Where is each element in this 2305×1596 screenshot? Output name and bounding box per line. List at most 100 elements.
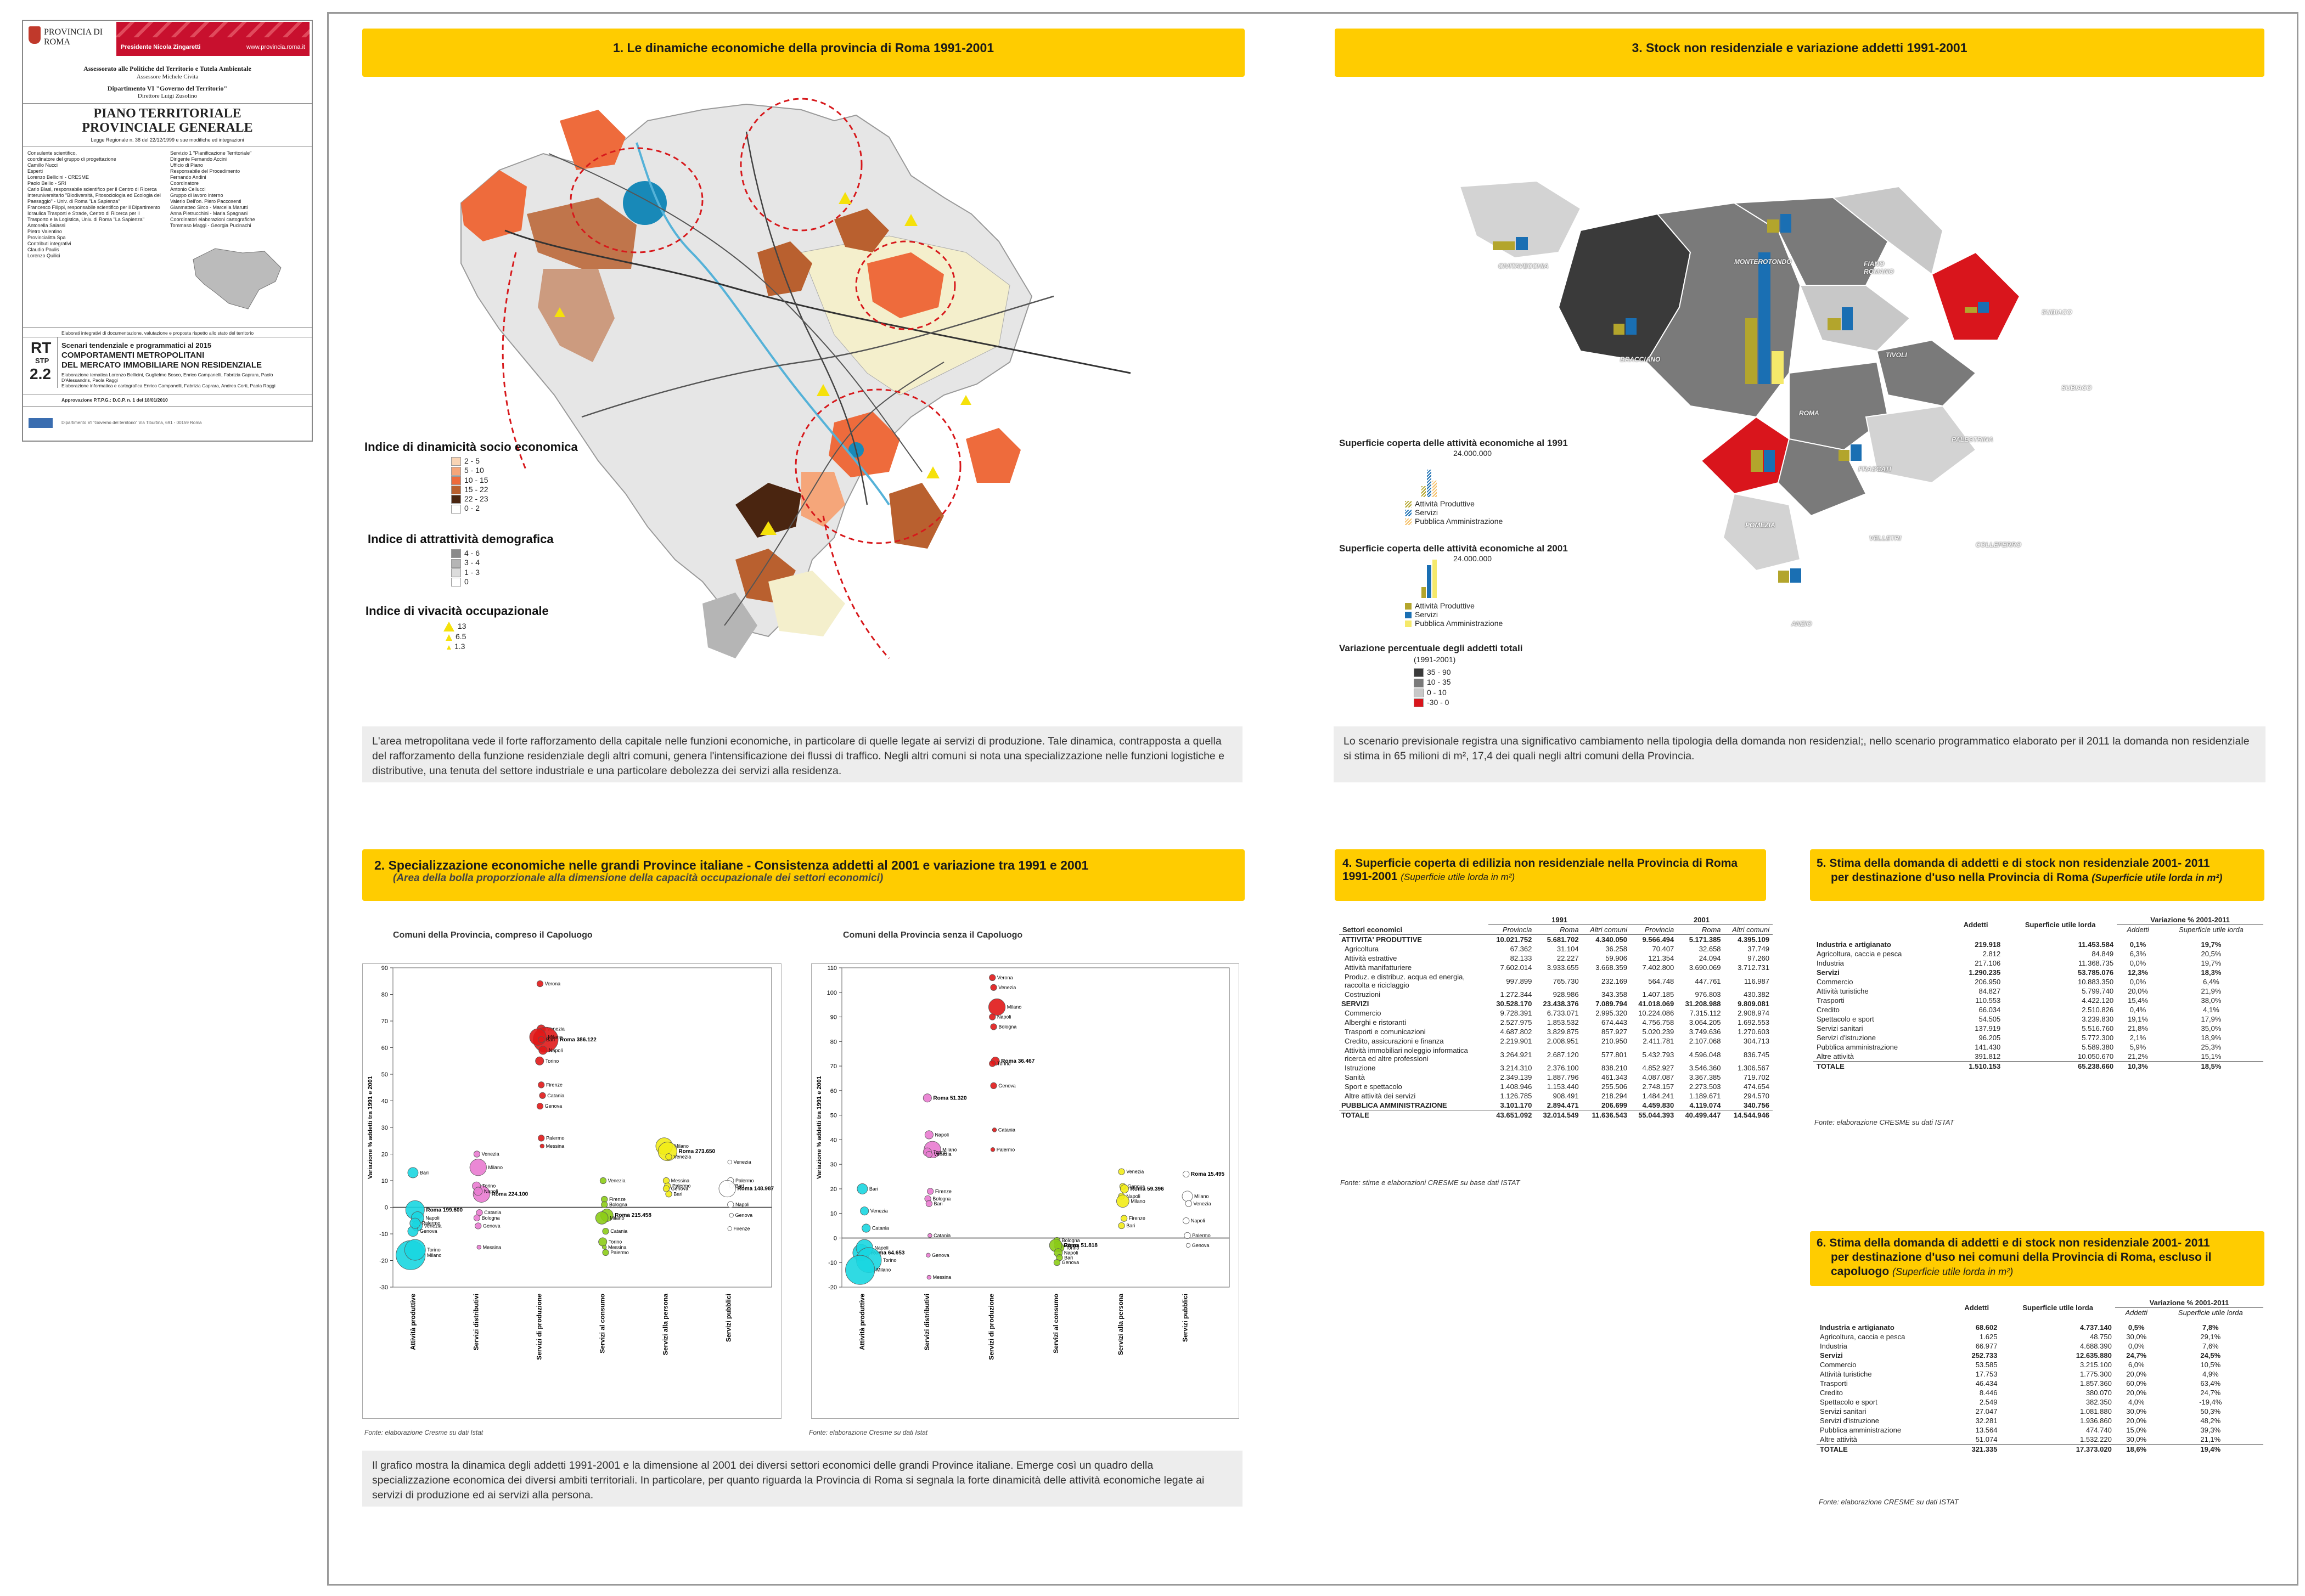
table-cell: 219.918 [1975, 940, 2001, 949]
y-axis-label: Variazione % addetti tra 1991 e 2001 [367, 1076, 374, 1179]
header-cell: Provincia [1631, 924, 1678, 935]
table-row: Spettacolo e sport 2.549 382.350 4,0% -19,4% [1817, 1397, 2263, 1407]
header-cell: Addetti [1964, 1304, 1989, 1312]
credit-line: Gianmatteo Sirco - Marcella Marutti [170, 205, 248, 210]
legend-swatch [1405, 603, 1412, 610]
bubble [727, 1159, 732, 1165]
y-tick-label: 60 [830, 1088, 837, 1095]
legend-label: 10 - 15 [464, 475, 488, 484]
bubble-label: Roma 273.650 [678, 1149, 715, 1155]
header-cell: Roma [1535, 924, 1582, 935]
header-cell: Altri comuni [1724, 924, 1773, 935]
bubble [601, 1201, 608, 1208]
bubble-chart-without-capital: -20 -10 0 10 20 30 40 50 60 70 80 90 100 110 Variazion… [811, 963, 1239, 1419]
main-frame [327, 12, 2298, 1586]
bubble-label: Torino [1066, 1245, 1080, 1250]
legend-swatch [451, 476, 461, 485]
table-cell: 2,1% [2129, 1034, 2146, 1042]
bubble-label: Roma 224.100 [492, 1191, 529, 1197]
table-row: Sanità 2.349.139 1.887.796 461.343 4.087.087… [1339, 1073, 1773, 1082]
province-logo [29, 26, 41, 44]
table-cell: 2.995.320 [1595, 1009, 1628, 1017]
bubble [857, 1183, 868, 1194]
table-cell: 2.219.901 [1500, 1037, 1532, 1045]
table-cell: 38,0% [2201, 996, 2222, 1005]
table-cell: 4.422.120 [2082, 996, 2114, 1005]
bubble [927, 1233, 932, 1238]
y-tick-label: 90 [381, 965, 388, 972]
y-tick-label: 50 [381, 1071, 388, 1078]
table-row: Attività manifatturiere 7.602.014 3.933.65… [1339, 963, 1773, 972]
table-cell: 30,0% [2126, 1333, 2147, 1341]
legend-label: Attività Produttive [1415, 601, 1475, 610]
table-cell: 3.690.069 [1689, 963, 1721, 972]
bubble [729, 1212, 734, 1218]
table-cell: 474.740 [2085, 1426, 2112, 1434]
table-cell: 59.906 [1605, 954, 1628, 962]
table-cell: 18,6% [2115, 1444, 2158, 1454]
table-row: Servizi 1.290.235 53.785.076 12,3% 18,3% [1813, 968, 2263, 977]
panel6-source: Fonte: elaborazione CRESME su dati ISTAT [1819, 1498, 1959, 1506]
bubble [474, 1187, 483, 1196]
legend-item: 1 - 3 [451, 568, 480, 577]
table-header-row: Addetti Superficie utile lorda Variazione … [1817, 1298, 2263, 1312]
bubble-label: Firenze [1129, 1216, 1145, 1221]
table-cell: 3.668.359 [1595, 963, 1628, 972]
table-cell: 66.977 [1975, 1342, 1998, 1350]
table-cell: 5,9% [2129, 1043, 2146, 1051]
y-tick-label: 70 [830, 1063, 837, 1070]
panel1-title-bar: 1. Le dinamiche economiche della provinc… [362, 29, 1245, 77]
panel2-subtitle: (Area della bolla proporzionale alla dim… [393, 872, 884, 884]
table-cell: 37.749 [1747, 945, 1769, 953]
table-cell: 50,3% [2200, 1407, 2221, 1415]
legend-swatch [451, 466, 461, 476]
bubble-label: Venezia [673, 1154, 691, 1159]
bubble-label: Venezia [608, 1178, 626, 1183]
table-cell: 48,2% [2200, 1417, 2221, 1425]
table-cell: 46.434 [1975, 1379, 1998, 1388]
table-row: Costruzioni 1.272.344 928.986 343.358 1.407.… [1339, 990, 1773, 999]
legend-label: 3 - 4 [464, 558, 480, 567]
bubble [718, 1180, 736, 1198]
spacer-row [1817, 1317, 2263, 1323]
table-cell: 8.446 [1979, 1389, 1998, 1397]
legend-item: 35 - 90 [1414, 667, 1451, 678]
table-cell: 928.986 [1553, 990, 1579, 999]
table-cell: 41.018.069 [1638, 1000, 1674, 1008]
table-cell: 1.189.671 [1689, 1092, 1721, 1100]
bubble [989, 1060, 996, 1067]
legend-item: Servizi [1405, 610, 1503, 619]
table-cell: 22.227 [1556, 954, 1579, 962]
province-mini-map [193, 248, 282, 309]
header-cell: Addetti [2125, 1309, 2147, 1317]
row-label: Credito, assicurazioni e finanza [1345, 1037, 1444, 1045]
table-row: Industria e artigianato 219.918 11.453.584… [1813, 940, 2263, 949]
table-cell: 430.382 [1744, 990, 1769, 999]
bubble-label: Roma 386.122 [560, 1037, 597, 1043]
table-row: Spettacolo e sport 54.505 3.239.830 19,1% 17… [1813, 1014, 2263, 1024]
bubble [990, 1082, 997, 1089]
table-cell: 3.933.655 [1547, 963, 1579, 972]
table-row: Produz. e distribuz. acqua ed energia, r… [1339, 972, 1773, 990]
bubble-label: Venezia [547, 1027, 565, 1032]
table-cell: 9.728.391 [1500, 1009, 1532, 1017]
bubble [925, 1200, 932, 1207]
bubble-label: Milano [427, 1253, 442, 1258]
bubble [538, 1135, 545, 1142]
bubble-label: Palermo [422, 1221, 441, 1226]
bubble-label: Napoli [1191, 1218, 1205, 1223]
banner-website[interactable]: www.provincia.roma.it [246, 44, 305, 50]
table-row: TOTALE 321.335 17.373.020 18,6% 19,4% [1817, 1444, 2263, 1454]
credit-line: Coordinatore [170, 181, 199, 186]
legend-swatch [451, 486, 461, 495]
table-cell: 1.126.785 [1500, 1092, 1532, 1100]
table-demand-other-comuni: Addetti Superficie utile lorda Variazione … [1817, 1298, 2263, 1454]
bubble-label: Catania [934, 1233, 951, 1238]
table-cell: 30,0% [2126, 1407, 2147, 1415]
bubble-label: Messina [608, 1244, 627, 1250]
table-row: Altre attività dei servizi 1.126.785 908.4… [1339, 1091, 1773, 1101]
table-cell: 5.516.760 [2082, 1024, 2114, 1033]
table-cell: 48.750 [2090, 1333, 2112, 1341]
credit-line: Pietro Valentino [27, 229, 62, 234]
table-row: SERVIZI 30.528.170 23.438.376 7.089.794 41.0… [1339, 999, 1773, 1008]
